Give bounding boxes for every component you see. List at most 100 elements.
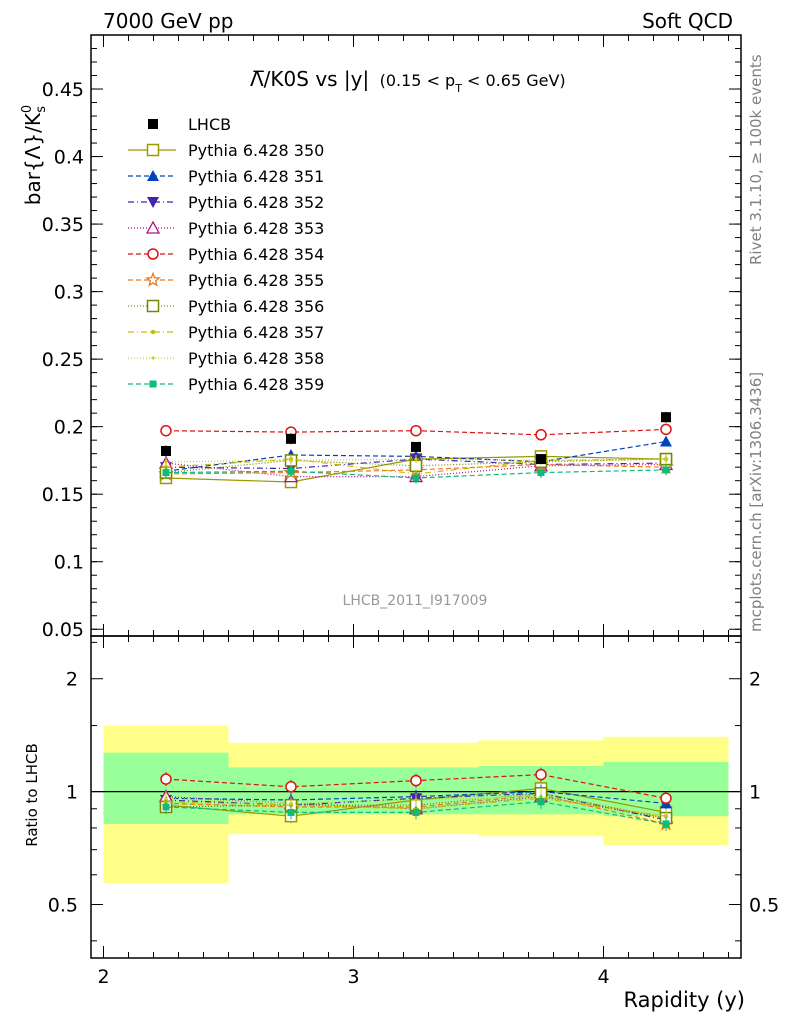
legend-marker xyxy=(147,170,159,181)
ratio-point xyxy=(160,773,172,785)
ratio-y-tick-label-right: 1 xyxy=(749,782,761,804)
x-tick-label: 2 xyxy=(97,966,109,988)
ratio-point xyxy=(164,796,168,800)
rivet-version-note: Rivet 3.1.10, ≥ 100k events xyxy=(747,54,765,265)
data-point xyxy=(289,458,293,463)
data-point xyxy=(162,469,170,477)
header-energy: 7000 GeV pp xyxy=(103,9,234,33)
legend-marker xyxy=(145,220,161,234)
data-point xyxy=(412,474,420,482)
y-tick-label: 0.1 xyxy=(54,552,84,574)
data-point xyxy=(535,429,547,441)
ratio-point xyxy=(287,808,295,816)
legend-label: LHCB xyxy=(188,115,231,134)
legend-entry: Pythia 6.428 353 xyxy=(128,219,324,238)
ratio-series-pythia-6-428-359 xyxy=(162,794,670,831)
x-tick-label: 3 xyxy=(347,966,359,988)
data-point xyxy=(163,464,169,470)
legend-label: Pythia 6.428 353 xyxy=(188,219,324,238)
legend-label: Pythia 6.428 356 xyxy=(188,297,324,316)
data-point xyxy=(160,424,172,437)
plot-title: Λ̅/K0S vs |y| (0.15 < pT < 0.65 GeV) xyxy=(250,67,566,95)
y-tick-label: 0.3 xyxy=(54,282,84,304)
data-point xyxy=(411,441,421,452)
data-point xyxy=(660,423,672,436)
data-point xyxy=(661,412,671,423)
legend-label: Pythia 6.428 359 xyxy=(188,375,324,394)
legend-marker xyxy=(147,197,159,208)
y-axis-label-top: bar{Λ}/K0s xyxy=(20,105,49,205)
legend-label: Pythia 6.428 357 xyxy=(188,323,324,342)
ratio-point xyxy=(537,798,545,806)
data-point xyxy=(287,467,295,475)
ratio-point xyxy=(162,803,170,811)
legend-entry: Pythia 6.428 354 xyxy=(128,245,324,264)
y-tick-label: 0.15 xyxy=(42,484,84,506)
data-point xyxy=(164,460,168,464)
y-tick-label: 0.4 xyxy=(54,147,84,169)
legend-marker xyxy=(147,248,159,260)
ratio-panel-series xyxy=(91,767,741,831)
y-tick-label: 0.05 xyxy=(42,619,84,641)
ratio-series-pythia-6-428-358 xyxy=(164,789,668,824)
ratio-line xyxy=(165,795,667,817)
x-tick-label: 4 xyxy=(597,966,609,988)
legend-label: Pythia 6.428 354 xyxy=(188,245,324,264)
top-panel-series xyxy=(158,411,674,489)
legend-entry: Pythia 6.428 351 xyxy=(128,167,324,186)
y-tick-label: 0.35 xyxy=(42,214,84,236)
data-point xyxy=(286,433,296,444)
ratio-panel-frame xyxy=(90,635,742,959)
legend-entry: Pythia 6.428 358 xyxy=(128,349,324,368)
ratio-point xyxy=(664,814,668,818)
y-tick-label: 0.45 xyxy=(42,79,84,101)
series-line xyxy=(165,458,667,474)
mcplots-credit: mcplots.cern.ch [arXiv:1306.3436] xyxy=(747,372,765,632)
legend-marker xyxy=(150,329,156,335)
series-lhcb xyxy=(161,411,671,465)
ratio-point xyxy=(535,768,547,781)
legend-entry: Pythia 6.428 350 xyxy=(128,141,324,160)
legend-marker xyxy=(145,271,161,287)
legend-marker xyxy=(149,380,157,388)
ratio-point xyxy=(410,774,422,787)
analysis-watermark: LHCB_2011_I917009 xyxy=(343,593,488,609)
header-category: Soft QCD xyxy=(642,9,733,33)
series-pythia-6-428-359 xyxy=(162,464,670,484)
legend-label: Pythia 6.428 350 xyxy=(188,141,324,160)
legend-label: Pythia 6.428 352 xyxy=(188,193,324,212)
legend-marker xyxy=(146,299,160,313)
data-point xyxy=(414,457,418,461)
ratio-point xyxy=(662,820,670,828)
y-tick-label: 0.2 xyxy=(54,417,84,439)
ratio-y-tick-label-right: 2 xyxy=(749,669,761,691)
legend-label: Pythia 6.428 358 xyxy=(188,349,324,368)
ratio-y-tick-label: 0.5 xyxy=(48,894,78,916)
ratio-point xyxy=(412,808,420,816)
ratio-point xyxy=(289,801,293,806)
ratio-y-tick-label: 2 xyxy=(66,669,78,691)
data-point xyxy=(662,466,670,474)
data-point xyxy=(664,457,668,461)
legend-entry: Pythia 6.428 357 xyxy=(128,323,324,342)
y-axis-label-ratio: Ratio to LHCB xyxy=(23,743,41,847)
legend-marker xyxy=(151,356,155,360)
legend-entry: Pythia 6.428 355 xyxy=(128,271,324,290)
legend-label: Pythia 6.428 351 xyxy=(188,167,324,186)
legend-marker xyxy=(146,143,160,157)
x-axis-label: Rapidity (y) xyxy=(624,988,745,1012)
series-pythia-6-428-354 xyxy=(160,423,672,441)
ratio-point xyxy=(285,781,297,793)
data-point xyxy=(536,454,546,465)
legend: LHCB Pythia 6.428 350 Pythia 6.428 351 Pyth… xyxy=(128,115,324,394)
axes-and-ticks: 0.05 0.1 0.15 0.2 0.25 0.3 0.35 0.4 0.45 2 3 4 0.5 0.… xyxy=(42,34,779,988)
data-point xyxy=(410,424,422,437)
ratio-point xyxy=(660,792,672,805)
ratio-y-tick-label: 1 xyxy=(66,782,78,804)
ratio-point xyxy=(414,798,418,802)
legend-entry: Pythia 6.428 352 xyxy=(128,193,324,212)
legend-marker xyxy=(148,119,158,129)
data-point xyxy=(537,469,545,477)
data-point xyxy=(660,435,672,447)
